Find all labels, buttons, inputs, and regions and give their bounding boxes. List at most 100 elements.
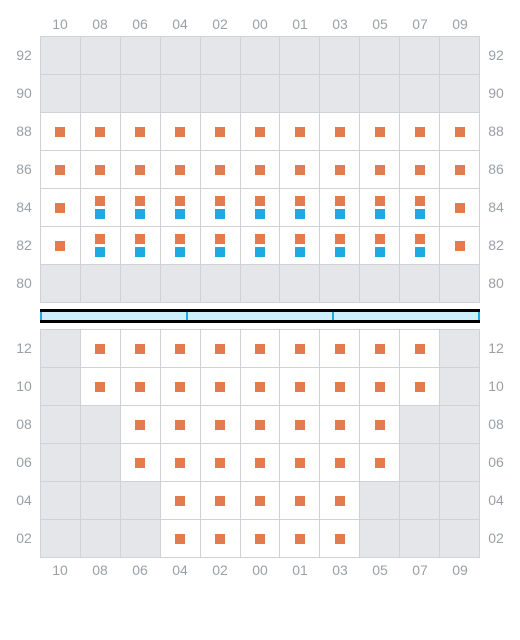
- seat-cell[interactable]: [440, 151, 480, 189]
- seat-cell[interactable]: [400, 368, 440, 406]
- seat-cell[interactable]: [241, 151, 281, 189]
- seat-cell[interactable]: [161, 330, 201, 368]
- seat-cell[interactable]: [320, 227, 360, 265]
- seat-cell[interactable]: [121, 406, 161, 444]
- seat-cell[interactable]: [121, 227, 161, 265]
- seat-cell[interactable]: [201, 189, 241, 227]
- seat-cell[interactable]: [320, 482, 360, 520]
- orange-marker: [55, 127, 65, 137]
- seat-cell[interactable]: [81, 189, 121, 227]
- orange-marker: [375, 127, 385, 137]
- seat-cell[interactable]: [360, 330, 400, 368]
- seat-cell[interactable]: [241, 189, 281, 227]
- seat-cell[interactable]: [320, 113, 360, 151]
- stage-divider: [40, 309, 480, 323]
- seat-cell[interactable]: [161, 520, 201, 558]
- seat-cell[interactable]: [440, 227, 480, 265]
- seat-cell[interactable]: [360, 113, 400, 151]
- seat-cell[interactable]: [201, 113, 241, 151]
- seat-cell[interactable]: [121, 151, 161, 189]
- seat-cell[interactable]: [320, 189, 360, 227]
- seat-cell[interactable]: [280, 368, 320, 406]
- seat-cell[interactable]: [280, 113, 320, 151]
- seat-cell[interactable]: [360, 406, 400, 444]
- seat-cell[interactable]: [320, 368, 360, 406]
- seat-cell[interactable]: [320, 406, 360, 444]
- seat-cell[interactable]: [360, 444, 400, 482]
- seat-cell[interactable]: [280, 189, 320, 227]
- seat-cell[interactable]: [400, 151, 440, 189]
- seat-cell[interactable]: [280, 151, 320, 189]
- seat-cell[interactable]: [81, 330, 121, 368]
- seat-cell[interactable]: [121, 189, 161, 227]
- seat-cell[interactable]: [161, 227, 201, 265]
- seat-cell[interactable]: [320, 330, 360, 368]
- seat-cell[interactable]: [360, 151, 400, 189]
- seat-cell[interactable]: [320, 151, 360, 189]
- seat-cell[interactable]: [400, 227, 440, 265]
- seat-cell[interactable]: [81, 151, 121, 189]
- seat-cell[interactable]: [241, 482, 281, 520]
- seat-cell[interactable]: [241, 406, 281, 444]
- seat-cell[interactable]: [121, 444, 161, 482]
- empty-cell: [41, 330, 81, 368]
- seat-cell[interactable]: [121, 113, 161, 151]
- seat-cell[interactable]: [201, 520, 241, 558]
- seat-cell[interactable]: [440, 113, 480, 151]
- orange-marker: [175, 420, 185, 430]
- seat-cell[interactable]: [161, 189, 201, 227]
- orange-marker: [255, 234, 265, 244]
- seat-cell[interactable]: [280, 520, 320, 558]
- seat-cell[interactable]: [400, 189, 440, 227]
- seat-cell[interactable]: [201, 368, 241, 406]
- seat-cell[interactable]: [400, 330, 440, 368]
- seat-cell[interactable]: [280, 444, 320, 482]
- seat-cell[interactable]: [81, 368, 121, 406]
- seat-cell[interactable]: [121, 368, 161, 406]
- orange-marker: [215, 382, 225, 392]
- seat-cell[interactable]: [320, 520, 360, 558]
- seat-cell[interactable]: [241, 368, 281, 406]
- seat-cell[interactable]: [161, 482, 201, 520]
- seat-cell[interactable]: [41, 189, 81, 227]
- blue-marker: [215, 247, 225, 257]
- blue-marker: [415, 209, 425, 219]
- seat-cell[interactable]: [280, 482, 320, 520]
- seat-cell[interactable]: [41, 113, 81, 151]
- seat-cell[interactable]: [41, 151, 81, 189]
- seat-cell[interactable]: [280, 227, 320, 265]
- seat-cell[interactable]: [161, 406, 201, 444]
- seat-cell[interactable]: [241, 113, 281, 151]
- seat-cell[interactable]: [360, 227, 400, 265]
- seat-cell[interactable]: [201, 330, 241, 368]
- seat-cell[interactable]: [81, 113, 121, 151]
- seat-cell[interactable]: [241, 444, 281, 482]
- seat-cell[interactable]: [440, 189, 480, 227]
- seat-cell[interactable]: [241, 330, 281, 368]
- seat-cell[interactable]: [161, 151, 201, 189]
- seat-cell[interactable]: [201, 444, 241, 482]
- seat-cell[interactable]: [241, 520, 281, 558]
- seat-cell[interactable]: [201, 227, 241, 265]
- blue-marker: [255, 247, 265, 257]
- seat-cell[interactable]: [161, 368, 201, 406]
- seat-cell[interactable]: [320, 444, 360, 482]
- orange-marker: [215, 420, 225, 430]
- seat-cell[interactable]: [161, 444, 201, 482]
- seat-cell[interactable]: [360, 368, 400, 406]
- seat-cell[interactable]: [201, 151, 241, 189]
- seat-cell[interactable]: [121, 330, 161, 368]
- seat-cell[interactable]: [81, 227, 121, 265]
- seat-cell[interactable]: [280, 406, 320, 444]
- seat-cell[interactable]: [41, 227, 81, 265]
- seat-cell[interactable]: [360, 189, 400, 227]
- seat-cell[interactable]: [201, 406, 241, 444]
- seat-cell[interactable]: [241, 227, 281, 265]
- top-grid: [40, 36, 480, 303]
- seat-cell[interactable]: [161, 113, 201, 151]
- orange-marker: [415, 382, 425, 392]
- row-label: 06: [8, 443, 40, 481]
- seat-cell[interactable]: [280, 330, 320, 368]
- seat-cell[interactable]: [400, 113, 440, 151]
- seat-cell[interactable]: [201, 482, 241, 520]
